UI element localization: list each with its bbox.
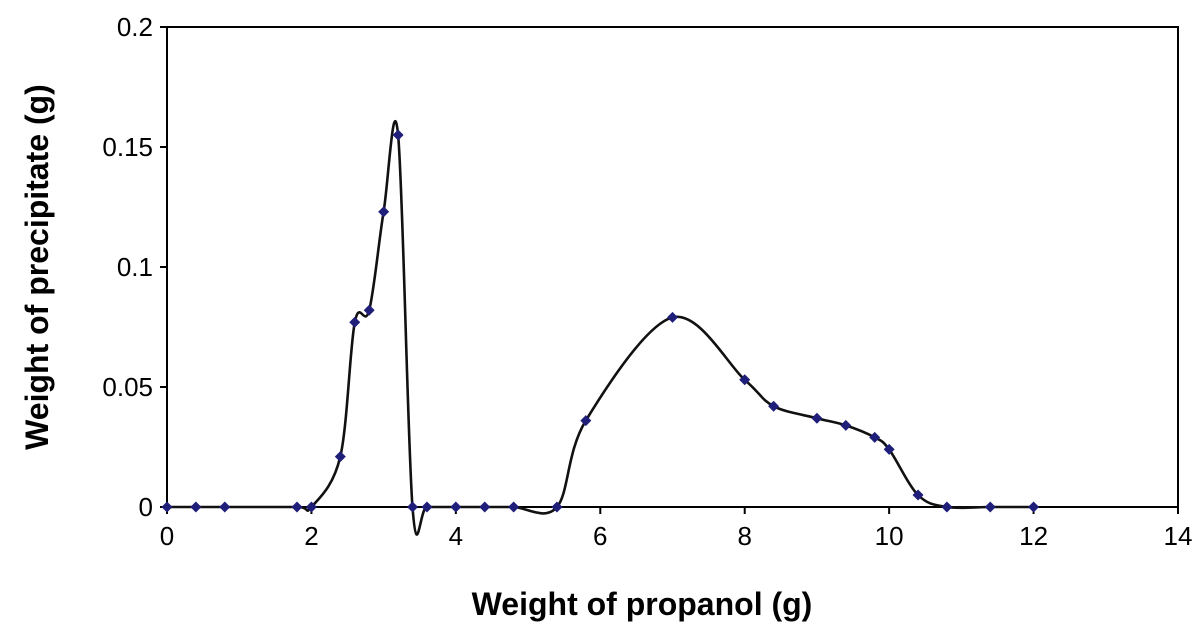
data-point-marker — [219, 501, 231, 513]
y-axis-title: Weight of precipitate (g) — [19, 84, 55, 450]
data-point-marker — [378, 206, 390, 218]
y-axis-ticks: 0 0.05 0.1 0.15 0.2 — [102, 12, 167, 522]
x-tick-label: 14 — [1164, 521, 1193, 551]
x-tick-label: 10 — [875, 521, 904, 551]
data-point-marker — [941, 501, 953, 513]
data-markers — [161, 129, 1040, 513]
x-tick-label: 0 — [160, 521, 174, 551]
data-point-marker — [161, 501, 173, 513]
data-point-marker — [508, 501, 520, 513]
data-point-marker — [912, 489, 924, 501]
data-point-marker — [190, 501, 202, 513]
data-point-marker — [334, 451, 346, 463]
data-point-marker — [840, 419, 852, 431]
data-point-marker — [479, 501, 491, 513]
x-axis-ticks: 0 2 4 6 8 10 12 14 — [160, 507, 1193, 551]
plot-area-frame — [166, 26, 1179, 508]
data-point-marker — [363, 304, 375, 316]
y-tick-label: 0.15 — [102, 132, 153, 162]
data-point-marker — [1028, 501, 1040, 513]
data-point-marker — [291, 501, 303, 513]
data-point-marker — [739, 374, 751, 386]
data-point-marker — [811, 412, 823, 424]
y-tick-label: 0.1 — [117, 252, 153, 282]
x-axis-title: Weight of propanol (g) — [472, 586, 813, 622]
x-tick-label: 12 — [1019, 521, 1048, 551]
data-point-marker — [392, 129, 404, 141]
y-tick-label: 0.2 — [117, 12, 153, 42]
data-point-marker — [883, 443, 895, 455]
data-point-marker — [450, 501, 462, 513]
y-tick-label: 0.05 — [102, 372, 153, 402]
data-point-marker — [407, 501, 419, 513]
data-point-marker — [551, 501, 563, 513]
data-point-marker — [421, 501, 433, 513]
data-point-marker — [305, 501, 317, 513]
x-tick-label: 8 — [737, 521, 751, 551]
x-tick-label: 6 — [593, 521, 607, 551]
y-tick-label: 0 — [139, 492, 153, 522]
data-point-marker — [667, 311, 678, 323]
data-point-marker — [869, 431, 881, 443]
data-point-marker — [580, 415, 592, 427]
data-point-marker — [768, 400, 780, 412]
data-point-marker — [349, 316, 361, 328]
data-point-marker — [984, 501, 996, 513]
x-tick-label: 4 — [449, 521, 463, 551]
x-tick-label: 2 — [304, 521, 318, 551]
